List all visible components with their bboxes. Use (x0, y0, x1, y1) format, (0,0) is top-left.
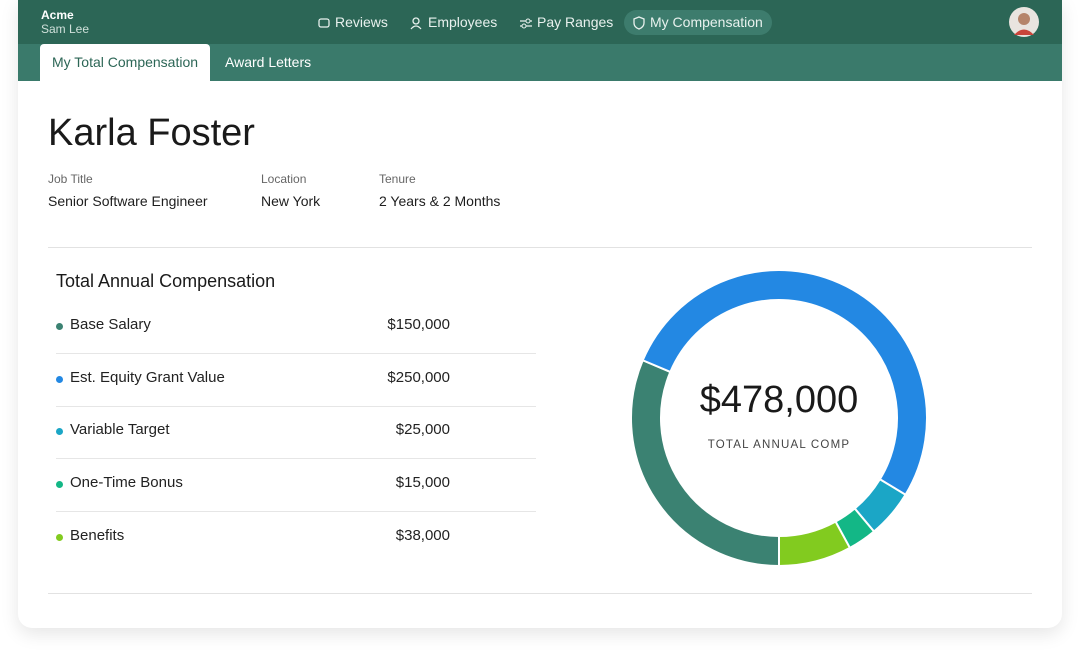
row-divider (56, 353, 536, 354)
icon (520, 18, 532, 29)
nav-label: Employees (428, 14, 498, 30)
donut-segment (641, 269, 928, 497)
total-value: $478,000 (700, 379, 859, 421)
nav-item[interactable]: Employees (402, 10, 506, 35)
comp-name: Variable Target (70, 421, 170, 439)
comp-row: One-Time Bonus $15,000 (56, 460, 536, 513)
nav-item[interactable]: Reviews (309, 10, 397, 35)
comp-row: Base Salary $150,000 (56, 302, 536, 354)
legend-dot (56, 428, 63, 436)
field-value: 2 Years & 2 Months (379, 193, 501, 209)
field-value: Senior Software Engineer (48, 193, 208, 209)
comp-name: One-Time Bonus (70, 474, 183, 492)
comp-name: Benefits (70, 526, 125, 544)
legend-dot (56, 323, 63, 330)
comp-name: Est. Equity Grant Value (70, 368, 225, 386)
nav-label: Reviews (335, 14, 388, 30)
field-label: Location (261, 172, 307, 186)
divider (48, 593, 1032, 594)
tab[interactable]: Award Letters (225, 54, 312, 70)
row-divider (56, 511, 536, 513)
comp-row: Est. Equity Grant Value $250,000 (56, 355, 536, 407)
employee-name: Karla Foster (48, 112, 255, 154)
row-divider (56, 458, 536, 460)
comp-amount: $25,000 (395, 421, 450, 439)
legend-dot (56, 533, 63, 541)
company-name: Acme (41, 8, 74, 22)
comp-amount: $250,000 (387, 368, 450, 386)
divider (48, 247, 1032, 248)
tab-bar: My Total Compensation Award Letters (18, 44, 1062, 81)
comp-row: Benefits $38,000 (56, 513, 536, 565)
comp-amount: $15,000 (395, 474, 450, 492)
legend-dot (56, 481, 63, 489)
user-name: Sam Lee (41, 22, 90, 36)
total-caption: TOTAL ANNUAL COMP (708, 439, 850, 451)
icon (318, 18, 330, 28)
nav-item[interactable]: My Compensation (624, 10, 772, 35)
tab[interactable]: My Total Compensation (40, 44, 211, 81)
donut-segment (778, 520, 852, 568)
legend-dot (56, 375, 63, 383)
field-label: Tenure (379, 172, 416, 186)
field-label: Job Title (48, 172, 93, 186)
comp-amount: $150,000 (387, 316, 450, 333)
nav-label: My Compensation (650, 14, 763, 30)
top-bar: Acme Sam Lee Reviews Employees Pay Range… (18, 0, 1062, 44)
nav-label: Pay Ranges (537, 14, 614, 30)
row-divider (56, 405, 536, 407)
field-value: New York (261, 193, 321, 209)
donut-chart: $478,000 TOTAL ANNUAL COMP (630, 269, 928, 568)
comp-name: Base Salary (70, 316, 151, 333)
section-title: Total Annual Compensation (56, 271, 276, 291)
avatar[interactable] (1009, 7, 1039, 37)
icon (410, 17, 422, 30)
icon (633, 16, 645, 30)
comp-row: Variable Target $25,000 (56, 407, 536, 460)
comp-amount: $38,000 (395, 526, 450, 544)
nav-item[interactable]: Pay Ranges (511, 10, 622, 35)
app-window: Acme Sam Lee Reviews Employees Pay Range… (18, 0, 1062, 628)
